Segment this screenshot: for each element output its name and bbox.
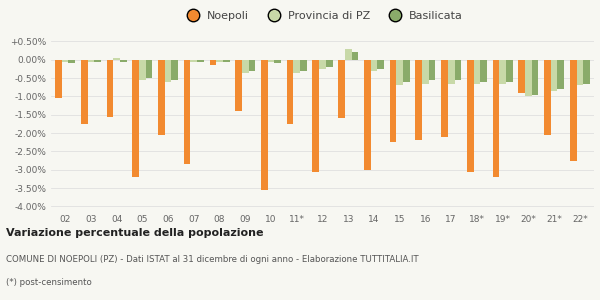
- Bar: [455, 60, 461, 80]
- Bar: [422, 60, 429, 84]
- Bar: [94, 60, 101, 61]
- Bar: [300, 60, 307, 71]
- Bar: [338, 60, 345, 118]
- Bar: [81, 60, 88, 124]
- Bar: [223, 60, 230, 61]
- Bar: [377, 60, 384, 69]
- Bar: [429, 60, 436, 80]
- Bar: [525, 60, 532, 96]
- Bar: [209, 60, 216, 65]
- Bar: [448, 60, 455, 84]
- Bar: [184, 60, 190, 164]
- Text: COMUNE DI NOEPOLI (PZ) - Dati ISTAT al 31 dicembre di ogni anno - Elaborazione T: COMUNE DI NOEPOLI (PZ) - Dati ISTAT al 3…: [6, 256, 419, 265]
- Bar: [133, 60, 139, 177]
- Bar: [389, 60, 397, 142]
- Bar: [165, 60, 172, 82]
- Bar: [261, 60, 268, 190]
- Bar: [216, 60, 223, 61]
- Bar: [55, 60, 62, 98]
- Bar: [113, 58, 120, 60]
- Bar: [480, 60, 487, 82]
- Bar: [371, 60, 377, 71]
- Bar: [532, 60, 538, 94]
- Bar: [441, 60, 448, 137]
- Bar: [506, 60, 512, 82]
- Text: Variazione percentuale della popolazione: Variazione percentuale della popolazione: [6, 227, 263, 238]
- Bar: [242, 60, 248, 73]
- Bar: [62, 60, 68, 61]
- Bar: [345, 49, 352, 60]
- Bar: [551, 60, 557, 91]
- Bar: [403, 60, 410, 82]
- Bar: [313, 60, 319, 172]
- Bar: [268, 60, 274, 61]
- Bar: [319, 60, 326, 69]
- Bar: [473, 60, 480, 84]
- Bar: [139, 60, 146, 80]
- Bar: [493, 60, 499, 177]
- Bar: [197, 60, 204, 61]
- Bar: [352, 52, 358, 60]
- Bar: [287, 60, 293, 124]
- Bar: [518, 60, 525, 93]
- Bar: [544, 60, 551, 135]
- Bar: [68, 60, 75, 64]
- Bar: [172, 60, 178, 80]
- Bar: [88, 60, 94, 61]
- Bar: [326, 60, 332, 67]
- Bar: [557, 60, 564, 89]
- Bar: [120, 60, 127, 61]
- Bar: [583, 60, 590, 84]
- Bar: [190, 60, 197, 61]
- Bar: [364, 60, 371, 170]
- Bar: [577, 60, 583, 86]
- Text: (*) post-censimento: (*) post-censimento: [6, 278, 92, 287]
- Bar: [248, 60, 256, 71]
- Bar: [146, 60, 152, 78]
- Bar: [274, 60, 281, 64]
- Bar: [235, 60, 242, 111]
- Bar: [397, 60, 403, 86]
- Bar: [570, 60, 577, 160]
- Bar: [293, 60, 300, 73]
- Bar: [467, 60, 473, 172]
- Bar: [158, 60, 165, 135]
- Bar: [107, 60, 113, 117]
- Legend: Noepoli, Provincia di PZ, Basilicata: Noepoli, Provincia di PZ, Basilicata: [178, 7, 467, 26]
- Bar: [499, 60, 506, 84]
- Bar: [415, 60, 422, 140]
